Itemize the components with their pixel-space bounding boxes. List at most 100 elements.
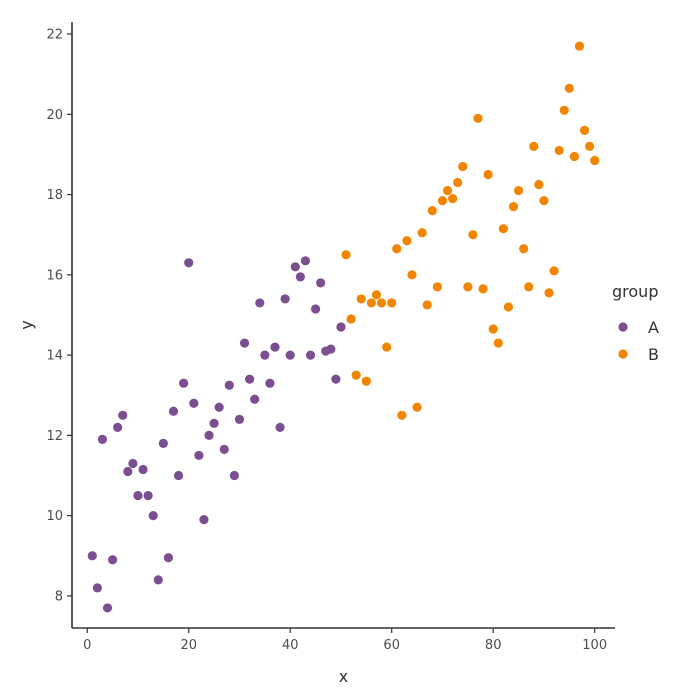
point-group-a	[113, 422, 123, 432]
x-tick-label: 20	[180, 638, 197, 653]
point-group-b	[478, 284, 488, 294]
point-group-b	[463, 282, 473, 292]
point-group-b	[341, 250, 351, 260]
point-group-a	[97, 434, 108, 444]
point-group-b	[574, 41, 585, 51]
point-group-a	[163, 553, 174, 563]
point-group-a	[133, 490, 143, 501]
point-group-b	[559, 105, 569, 115]
point-group-b	[351, 370, 361, 380]
point-group-a	[305, 350, 316, 360]
point-group-a	[316, 278, 326, 288]
legend-label-a: A	[648, 318, 659, 337]
point-group-b	[554, 145, 564, 156]
point-group-b	[346, 314, 356, 324]
legend: group AB	[612, 282, 659, 364]
point-group-b	[549, 266, 559, 276]
point-group-a	[336, 322, 346, 332]
y-tick-label: 20	[46, 108, 63, 123]
point-group-b	[579, 125, 590, 135]
point-group-b	[427, 206, 437, 216]
x-axis-title: x	[339, 667, 348, 686]
point-group-a	[224, 380, 234, 390]
point-group-a	[326, 344, 336, 354]
point-group-a	[194, 450, 204, 461]
point-group-a	[270, 342, 280, 352]
point-group-b	[590, 155, 600, 166]
point-group-a	[138, 464, 148, 475]
point-group-a	[173, 470, 184, 481]
legend-label-b: B	[648, 345, 659, 364]
point-group-a	[229, 470, 239, 481]
legend-key-b	[618, 349, 628, 359]
point-group-a	[148, 511, 158, 521]
point-group-b	[453, 177, 463, 188]
y-axis-ticks: 8 10 12 14 16 18 20 22	[46, 28, 72, 604]
x-tick-label: 80	[485, 638, 502, 653]
point-group-a	[107, 555, 118, 565]
x-tick-label: 100	[582, 638, 607, 653]
point-group-b	[569, 151, 580, 162]
point-group-a	[280, 294, 290, 304]
point-group-b	[524, 282, 534, 292]
point-group-b	[508, 202, 519, 212]
point-group-a	[87, 551, 97, 561]
point-group-b	[473, 113, 483, 123]
point-group-b	[422, 300, 432, 310]
point-group-b	[468, 230, 478, 240]
points-layer	[87, 41, 600, 613]
point-group-a	[189, 398, 199, 408]
x-tick-label: 40	[282, 638, 299, 653]
y-tick-label: 8	[55, 589, 63, 604]
point-group-a	[214, 402, 224, 412]
point-group-a	[245, 374, 255, 384]
point-group-b	[503, 302, 514, 312]
point-group-b	[366, 298, 377, 308]
y-tick-label: 12	[46, 429, 63, 444]
point-group-a	[143, 490, 153, 501]
y-tick-label: 14	[46, 349, 63, 364]
point-group-a	[158, 438, 168, 448]
point-group-b	[356, 294, 366, 304]
legend-title: group	[612, 282, 658, 301]
x-tick-label: 0	[83, 638, 91, 653]
point-group-b	[412, 402, 422, 412]
point-group-b	[529, 141, 539, 152]
point-group-a	[250, 394, 260, 404]
point-group-a	[255, 298, 265, 308]
y-axis-title: y	[17, 320, 36, 329]
point-group-b	[397, 410, 407, 420]
point-group-a	[234, 414, 245, 424]
point-group-a	[204, 430, 214, 440]
point-group-b	[519, 244, 529, 254]
point-group-a	[295, 272, 305, 282]
point-group-b	[513, 185, 524, 196]
point-group-a	[179, 378, 189, 388]
point-group-a	[128, 458, 138, 469]
point-group-b	[498, 224, 508, 234]
point-group-b	[442, 185, 453, 196]
point-group-a	[300, 256, 311, 266]
point-group-a	[199, 515, 209, 525]
point-group-b	[432, 282, 442, 292]
point-group-b	[437, 195, 448, 206]
point-group-b	[402, 236, 412, 246]
point-group-a	[285, 350, 295, 360]
point-group-b	[448, 193, 458, 204]
point-group-a	[275, 422, 285, 432]
y-tick-label: 22	[46, 28, 63, 43]
point-group-a	[102, 603, 113, 613]
legend-key-a	[618, 322, 628, 332]
point-group-b	[539, 195, 549, 206]
point-group-b	[371, 290, 382, 300]
point-group-b	[458, 161, 468, 172]
point-group-a	[184, 258, 194, 268]
axes-layer	[71, 22, 615, 629]
point-group-b	[387, 298, 397, 308]
point-group-b	[392, 244, 402, 254]
point-group-a	[153, 575, 163, 585]
x-axis-ticks: 0 20 40 60 80 100	[83, 628, 607, 653]
point-group-b	[417, 228, 427, 238]
point-group-b	[544, 288, 554, 298]
